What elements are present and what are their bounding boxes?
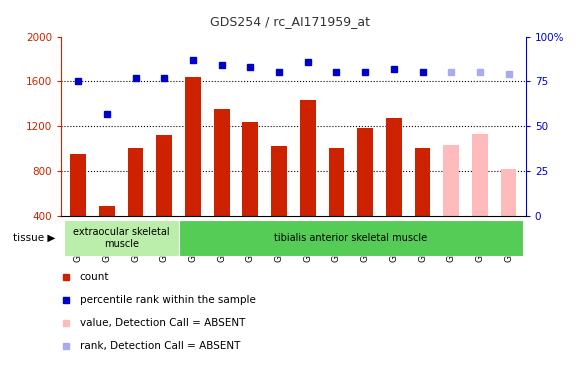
Bar	[214, 109, 229, 216]
Text: percentile rank within the sample: percentile rank within the sample	[80, 295, 256, 305]
Bar	[472, 134, 488, 216]
Text: GDS254 / rc_AI171959_at: GDS254 / rc_AI171959_at	[210, 15, 371, 28]
Text: extraocular skeletal
muscle: extraocular skeletal muscle	[73, 227, 170, 249]
Bar	[64, 220, 178, 256]
Text: tissue ▶: tissue ▶	[13, 233, 55, 243]
Bar	[185, 77, 201, 216]
Text: tibialis anterior skeletal muscle: tibialis anterior skeletal muscle	[274, 233, 428, 243]
Bar	[156, 135, 172, 216]
Bar	[443, 145, 459, 216]
Text: count: count	[80, 272, 109, 282]
Bar	[328, 147, 345, 216]
Bar	[415, 147, 431, 216]
Bar	[300, 101, 315, 216]
Text: rank, Detection Call = ABSENT: rank, Detection Call = ABSENT	[80, 341, 240, 351]
Text: value, Detection Call = ABSENT: value, Detection Call = ABSENT	[80, 318, 245, 328]
Bar	[271, 146, 287, 216]
Bar	[99, 206, 115, 216]
Bar	[357, 128, 373, 216]
Bar	[501, 169, 517, 216]
Bar	[242, 122, 259, 216]
Bar	[178, 220, 523, 256]
Bar	[386, 119, 401, 216]
Bar	[70, 154, 86, 216]
Bar	[128, 147, 144, 216]
